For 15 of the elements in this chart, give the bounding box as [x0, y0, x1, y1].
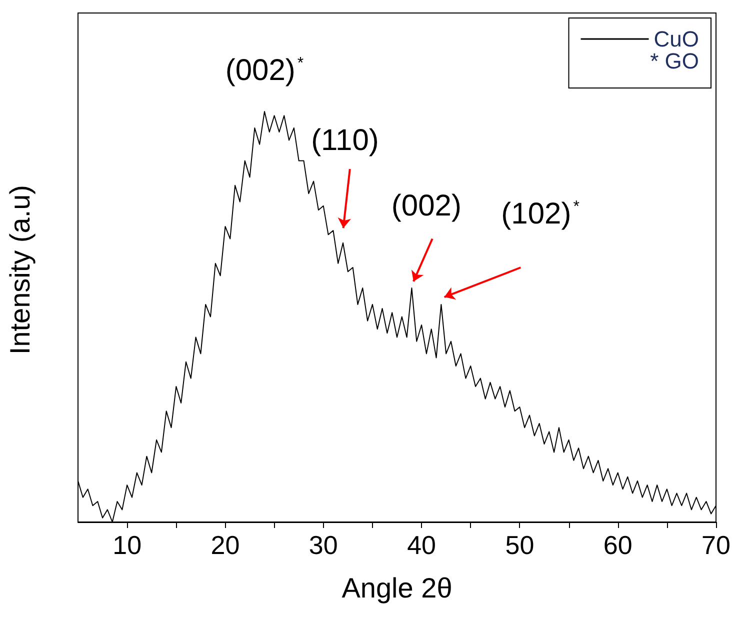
x-tick-label: 20	[210, 530, 240, 560]
annotation: (002)*	[225, 54, 304, 87]
x-tick-label: 10	[112, 530, 142, 560]
annotation: (002)	[391, 189, 462, 222]
x-tick-label: 60	[603, 530, 632, 560]
legend-label: CuO	[654, 26, 700, 52]
text: * GO	[650, 48, 700, 74]
x-tick-label: 50	[505, 530, 534, 560]
y-axis-title: Intensity (a.u)	[4, 184, 36, 355]
x-tick-label: 30	[308, 530, 338, 560]
x-tick-label: 40	[407, 530, 436, 560]
annotation: (110)	[311, 124, 379, 157]
annotation: (102)*	[501, 198, 580, 231]
x-tick-label: 70	[702, 530, 730, 560]
x-axis-title: Angle 2θ	[342, 572, 452, 604]
